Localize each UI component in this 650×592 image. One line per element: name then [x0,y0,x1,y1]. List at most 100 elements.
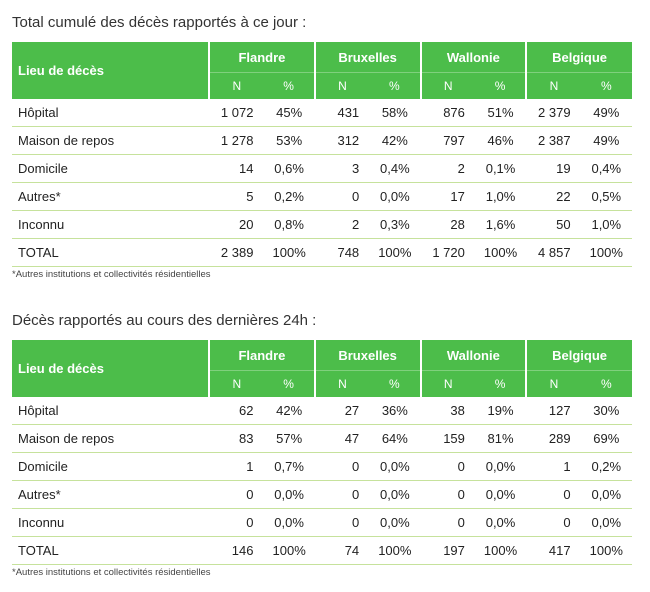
count-cell: 1 278 [209,126,264,155]
row-label: TOTAL [12,536,210,565]
subheader-percent: % [263,370,315,397]
subheader-n: N [313,72,370,99]
table-row: Autres* 0 0,0% 0 0,0% 0 0,0% 0 0,0% [12,480,632,509]
last-24h-deaths-section: Décès rapportés au cours des dernières 2… [12,310,632,578]
percent-cell: 45% [263,99,315,127]
percent-cell: 0,0% [474,508,527,537]
percent-cell: 58% [369,99,421,127]
subheader-n: N [313,370,370,397]
percent-cell: 42% [369,126,421,155]
percent-cell: 0,7% [263,452,315,481]
count-cell: 22 [526,182,581,211]
percent-cell: 53% [263,126,315,155]
percent-cell: 0,5% [580,182,632,211]
count-cell: 1 720 [420,238,475,267]
percent-cell: 0,1% [474,154,527,183]
percent-cell: 0,0% [474,452,527,481]
region-header-belgique: Belgique [525,340,632,371]
subheader-n: N [419,72,475,99]
percent-cell: 0,0% [474,480,527,509]
subheader-n: N [208,72,264,99]
count-cell: 127 [526,397,581,425]
table-row: TOTAL 2 389 100% 748 100% 1 720 100% 4 857 100% [12,238,632,267]
row-label: Autres* [12,182,210,211]
count-cell: 2 389 [209,238,264,267]
count-cell: 2 387 [526,126,581,155]
percent-cell: 100% [474,238,527,267]
percent-cell: 100% [474,536,527,565]
table-row: Autres* 5 0,2% 0 0,0% 17 1,0% 22 0,5% [12,182,632,211]
percent-cell: 100% [369,536,421,565]
percent-cell: 0,0% [369,508,421,537]
row-label: Domicile [12,452,210,481]
table-row: Maison de repos 83 57% 47 64% 159 81% 289 69% [12,424,632,453]
subheader-n: N [525,370,581,397]
count-cell: 17 [420,182,475,211]
table-row: Hôpital 1 072 45% 431 58% 876 51% 2 379 49% [12,99,632,127]
count-cell: 14 [209,154,264,183]
percent-cell: 0,0% [263,480,315,509]
section-title: Total cumulé des décès rapportés à ce jo… [12,14,307,31]
percent-cell: 0,0% [369,480,421,509]
region-header-bruxelles: Bruxelles [313,340,421,371]
count-cell: 3 [314,154,370,183]
count-cell: 0 [420,480,475,509]
percent-cell: 64% [369,424,421,453]
percent-cell: 100% [580,536,632,565]
percent-cell: 100% [369,238,421,267]
region-header-bruxelles: Bruxelles [313,42,421,73]
subheader-percent: % [580,370,632,397]
count-cell: 876 [420,99,475,127]
count-cell: 0 [314,452,370,481]
count-cell: 27 [314,397,370,425]
percent-cell: 30% [580,397,632,425]
row-label: Inconnu [12,210,210,239]
percent-cell: 0,3% [369,210,421,239]
count-cell: 2 379 [526,99,581,127]
row-label: Maison de repos [12,126,210,155]
count-cell: 0 [420,508,475,537]
region-header-wallonie: Wallonie [419,340,527,371]
count-cell: 83 [209,424,264,453]
count-cell: 0 [314,508,370,537]
table-row: Domicile 1 0,7% 0 0,0% 0 0,0% 1 0,2% [12,452,632,481]
percent-cell: 0,2% [580,452,632,481]
percent-cell: 19% [474,397,527,425]
count-cell: 797 [420,126,475,155]
column-header-lieu: Lieu de décès [12,340,210,397]
count-cell: 417 [526,536,581,565]
percent-cell: 0,0% [369,182,421,211]
count-cell: 0 [314,182,370,211]
percent-cell: 0,8% [263,210,315,239]
count-cell: 28 [420,210,475,239]
row-label: TOTAL [12,238,210,267]
table-row: Maison de repos 1 278 53% 312 42% 797 46% 2 387… [12,126,632,155]
count-cell: 74 [314,536,370,565]
count-cell: 47 [314,424,370,453]
count-cell: 159 [420,424,475,453]
count-cell: 1 [209,452,264,481]
percent-cell: 0,0% [369,452,421,481]
percent-cell: 0,0% [263,508,315,537]
last-24h-deaths-table: Lieu de décès Flandre Bruxelles Wallonie… [12,340,632,565]
count-cell: 0 [209,480,264,509]
count-cell: 2 [420,154,475,183]
count-cell: 20 [209,210,264,239]
subheader-percent: % [580,72,632,99]
row-label: Domicile [12,154,210,183]
percent-cell: 49% [580,99,632,127]
cumulative-deaths-section: Total cumulé des décès rapportés à ce jo… [12,12,632,280]
count-cell: 0 [209,508,264,537]
percent-cell: 42% [263,397,315,425]
count-cell: 0 [314,480,370,509]
column-header-lieu: Lieu de décès [12,42,210,99]
percent-cell: 0,4% [580,154,632,183]
row-label: Hôpital [12,397,210,425]
row-label: Maison de repos [12,424,210,453]
table-row: Domicile 14 0,6% 3 0,4% 2 0,1% 19 0,4% [12,154,632,183]
percent-cell: 0,0% [580,508,632,537]
subheader-n: N [208,370,264,397]
subheader-percent: % [369,370,421,397]
percent-cell: 69% [580,424,632,453]
count-cell: 197 [420,536,475,565]
